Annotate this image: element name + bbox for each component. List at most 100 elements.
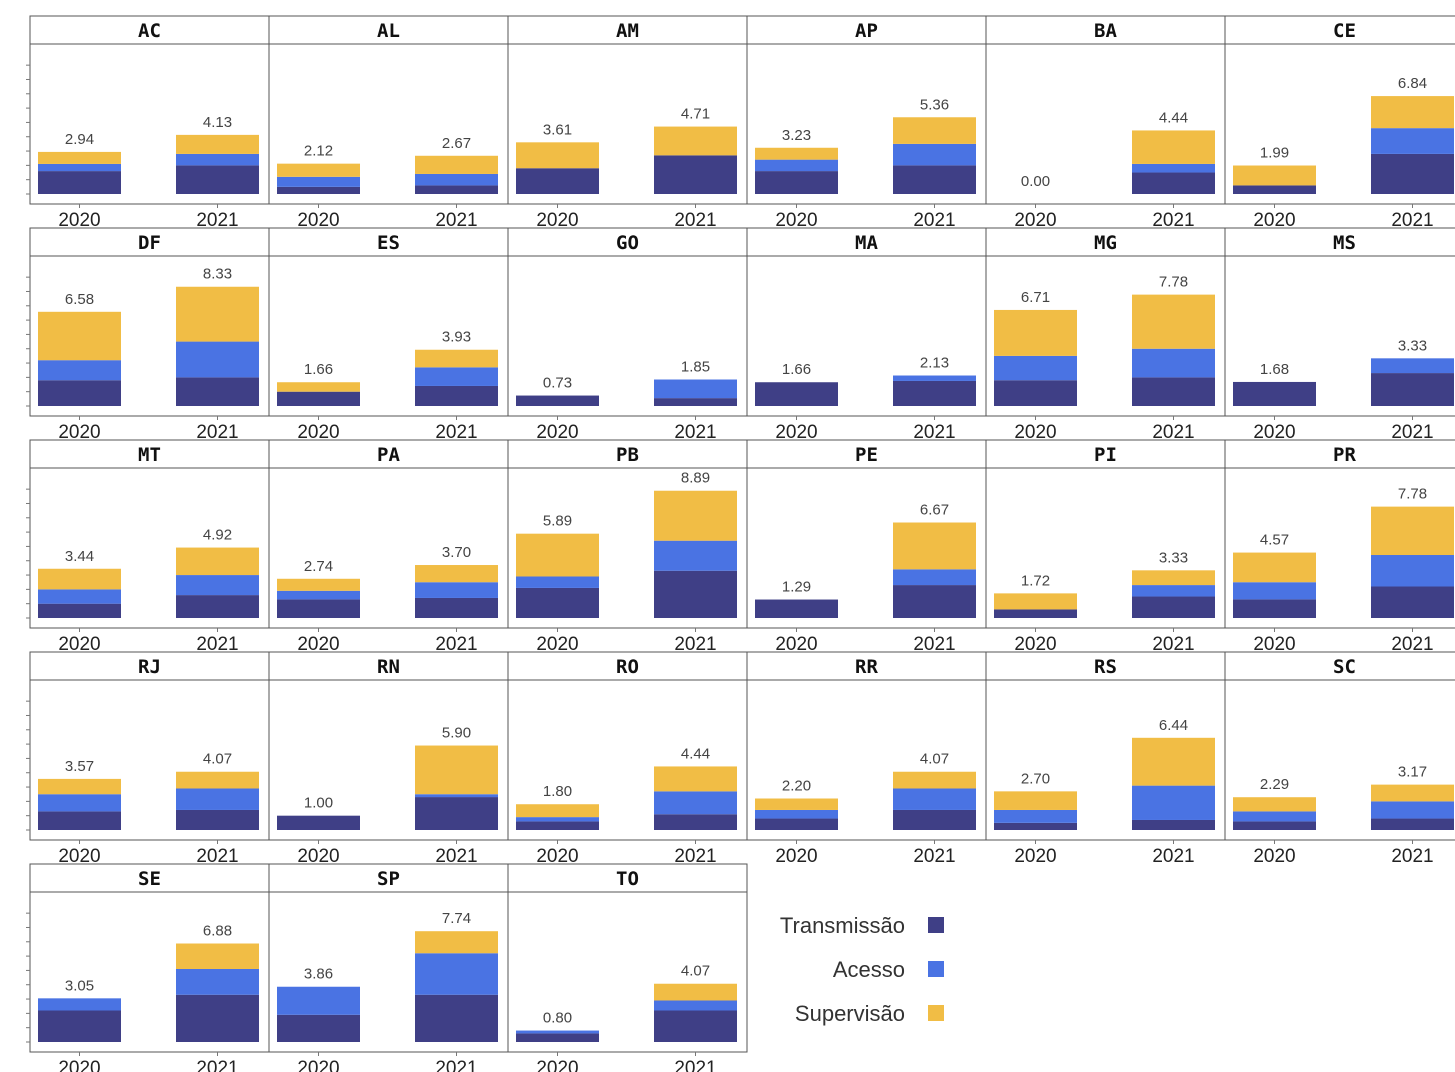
bar-segment-supervisao-2021 xyxy=(654,766,737,792)
bar-segment-transmissao-2020 xyxy=(516,395,599,406)
facet-panel xyxy=(507,891,748,1053)
bar-segment-acesso-2021 xyxy=(1371,128,1454,154)
bar-segment-supervisao-2021 xyxy=(415,931,498,954)
bar-segment-acesso-2021 xyxy=(1132,785,1215,820)
facet-strip xyxy=(507,439,748,469)
bar-total-label: 1.68 xyxy=(1260,361,1289,378)
x-tick-label: 2020 xyxy=(58,210,100,231)
facet-mg: MG 6.71 2020 7.78 2021 xyxy=(985,227,1226,443)
bar-segment-supervisao-2020 xyxy=(38,568,121,590)
facet-strip-label: PB xyxy=(616,444,639,466)
x-tick-label: 2021 xyxy=(913,210,955,231)
bar-segment-supervisao-2021 xyxy=(1132,737,1215,786)
bar-segment-acesso-2021 xyxy=(1132,348,1215,378)
bar-segment-supervisao-2020 xyxy=(38,778,121,795)
facet-strip xyxy=(268,863,509,893)
facet-ms: MS 1.68 2020 3.33 2021 xyxy=(1224,227,1455,443)
bar-segment-transmissao-2020 xyxy=(38,171,121,194)
facet-rn: RN 1.00 2020 5.90 2021 xyxy=(268,651,509,867)
x-tick-label: 2021 xyxy=(1391,634,1433,655)
bar-segment-transmissao-2020 xyxy=(994,822,1077,830)
bar-segment-supervisao-2021 xyxy=(1371,784,1454,802)
bar-segment-acesso-2020 xyxy=(38,589,121,604)
x-tick-label: 2020 xyxy=(1253,422,1295,443)
bar-segment-transmissao-2020 xyxy=(516,168,599,194)
bar-segment-transmissao-2021 xyxy=(1371,818,1454,830)
facet-ap: AP 3.23 2020 5.36 2021 xyxy=(746,15,987,231)
bar-total-label: 4.07 xyxy=(203,751,232,768)
x-tick-label: 2021 xyxy=(435,210,477,231)
bar-total-label: 4.71 xyxy=(681,106,710,123)
facet-strip-label: MG xyxy=(1094,232,1117,254)
bar-segment-acesso-2020 xyxy=(38,794,121,812)
bar-segment-supervisao-2021 xyxy=(415,565,498,583)
facet-strip-label: CE xyxy=(1333,20,1356,42)
x-tick-label: 2021 xyxy=(196,210,238,231)
bar-segment-supervisao-2021 xyxy=(654,983,737,1001)
bar-segment-acesso-2021 xyxy=(415,173,498,186)
bar-segment-transmissao-2020 xyxy=(516,587,599,618)
bar-segment-transmissao-2021 xyxy=(1132,596,1215,618)
x-tick-label: 2020 xyxy=(1014,846,1056,867)
bar-total-label: 3.93 xyxy=(442,329,471,346)
x-tick-label: 2020 xyxy=(1014,634,1056,655)
bar-segment-acesso-2021 xyxy=(176,968,259,995)
bar-segment-supervisao-2020 xyxy=(38,311,121,361)
facet-ro: RO 1.80 2020 4.44 2021 xyxy=(507,651,748,867)
bar-segment-transmissao-2021 xyxy=(654,155,737,194)
x-tick-label: 2021 xyxy=(196,422,238,443)
bar-segment-supervisao-2020 xyxy=(994,791,1077,810)
facet-sc: SC 2.29 2020 3.17 2021 xyxy=(1224,651,1455,867)
bar-segment-acesso-2021 xyxy=(654,379,737,399)
bar-segment-acesso-2021 xyxy=(415,367,498,386)
bar-segment-transmissao-2020 xyxy=(38,603,121,618)
bar-segment-acesso-2020 xyxy=(1233,811,1316,822)
bar-total-label: 2.74 xyxy=(304,558,333,575)
bar-segment-acesso-2021 xyxy=(176,153,259,166)
x-tick-label: 2020 xyxy=(297,210,339,231)
facet-strip xyxy=(29,651,270,681)
bar-segment-transmissao-2020 xyxy=(1233,381,1316,406)
facet-strip-label: AP xyxy=(855,20,878,42)
facet-strip-label: SP xyxy=(377,868,400,890)
bar-segment-supervisao-2020 xyxy=(38,151,121,164)
x-tick-label: 2020 xyxy=(775,634,817,655)
bar-segment-supervisao-2020 xyxy=(277,382,360,392)
x-tick-label: 2021 xyxy=(674,422,716,443)
bar-total-label: 4.92 xyxy=(203,527,232,544)
bar-segment-supervisao-2021 xyxy=(1132,570,1215,586)
bar-total-label: 2.70 xyxy=(1021,770,1050,787)
bar-segment-transmissao-2021 xyxy=(1371,153,1454,194)
x-tick-label: 2020 xyxy=(1253,210,1295,231)
bar-total-label: 4.07 xyxy=(920,751,949,768)
facet-se: SE 3.05 2020 6.88 2021 xyxy=(26,863,270,1072)
bar-segment-transmissao-2021 xyxy=(654,398,737,406)
bar-total-label: 3.57 xyxy=(65,758,94,775)
bar-total-label: 1.99 xyxy=(1260,145,1289,162)
x-tick-label: 2020 xyxy=(536,1058,578,1072)
facet-strip-label: ES xyxy=(377,232,400,254)
bar-segment-transmissao-2021 xyxy=(176,377,259,406)
x-tick-label: 2021 xyxy=(1152,210,1194,231)
facet-strip xyxy=(507,15,748,45)
facet-strip-label: DF xyxy=(138,232,161,254)
bar-segment-acesso-2021 xyxy=(1371,801,1454,819)
bar-segment-transmissao-2020 xyxy=(1233,599,1316,618)
bar-total-label: 3.17 xyxy=(1398,764,1427,781)
bar-segment-transmissao-2020 xyxy=(755,382,838,406)
bar-segment-transmissao-2020 xyxy=(755,171,838,194)
bar-total-label: 2.29 xyxy=(1260,776,1289,793)
x-tick-label: 2020 xyxy=(536,422,578,443)
bar-segment-transmissao-2020 xyxy=(277,599,360,618)
facet-strip xyxy=(268,227,509,257)
bar-segment-acesso-2020 xyxy=(516,576,599,588)
facet-sp: SP 3.86 2020 7.74 2021 xyxy=(268,863,509,1072)
facet-ma: MA 1.66 2020 2.13 2021 xyxy=(746,227,987,443)
x-tick-label: 2021 xyxy=(1391,422,1433,443)
bar-segment-supervisao-2021 xyxy=(415,745,498,795)
bar-segment-transmissao-2021 xyxy=(893,165,976,194)
x-tick-label: 2021 xyxy=(1391,210,1433,231)
bar-segment-transmissao-2021 xyxy=(1132,377,1215,406)
bar-segment-supervisao-2020 xyxy=(1233,552,1316,583)
